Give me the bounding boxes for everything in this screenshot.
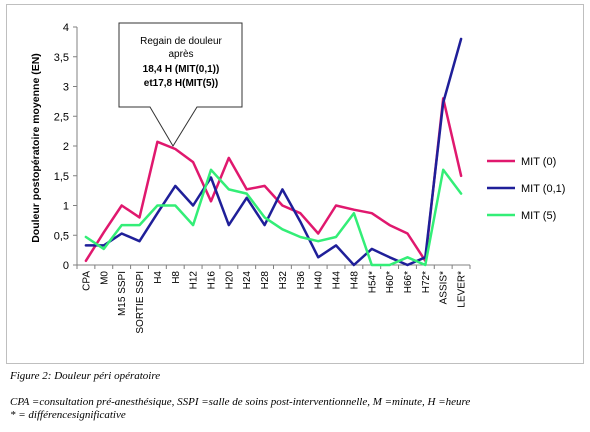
callout-box (118, 22, 243, 147)
figure-caption: Figure 2: Douleur péri opératoire (10, 370, 161, 382)
legend-label-2: MIT (0,1) (521, 183, 565, 195)
x-tick-label: LEVER* (457, 271, 468, 308)
x-tick-label: M0 (99, 271, 110, 285)
x-tick-label: H40 (314, 271, 325, 290)
series-lines (84, 37, 463, 267)
y-tick-label: 1,5 (54, 171, 69, 183)
x-tick-label: CPA (81, 271, 92, 291)
x-tick-label: H28 (260, 271, 271, 290)
callout-line-1: Regain de douleur (140, 36, 222, 47)
y-tick-label: 1 (63, 201, 69, 213)
x-tick-label: H44 (332, 271, 343, 290)
callout-line-4: et17,8 H(MIT(5)) (144, 78, 218, 89)
callout-annotation: Regain de douleur après 18,4 H (MIT(0,1)… (118, 22, 243, 147)
x-tick-labels: CPA M0 M15 SSPI SORTIE SSPI H4 H8 H12 H16 H20 H24… (81, 271, 467, 334)
x-tick-label: H48 (349, 271, 360, 290)
abbreviation-note: CPA =consultation pré-anesthésique, SSPI… (10, 396, 471, 408)
x-tick-label: H4 (153, 271, 164, 284)
y-tick-label: 0,5 (54, 230, 69, 242)
y-tick-label: 2,5 (54, 111, 69, 123)
y-tick-label: 2 (63, 141, 69, 153)
callout-line-2: après (168, 49, 193, 60)
x-tick-label: M15 SSPI (117, 271, 128, 316)
series-line-1 (84, 97, 463, 263)
x-tick-label: H66* (403, 271, 414, 293)
x-tick-label: H60* (385, 271, 396, 293)
x-tick-label: H54* (367, 271, 378, 293)
series-line-3 (84, 168, 463, 267)
y-tick-label: 4 (63, 22, 69, 34)
x-tick-label: SORTIE SSPI (135, 271, 146, 334)
x-tick-label: H8 (171, 271, 182, 284)
x-tick-label: ASSIS* (439, 271, 450, 304)
x-tick-label: H32 (278, 271, 289, 290)
y-axis-label: Douleur postopératoire moyenne (EN) (30, 53, 42, 243)
callout-line-3: 18,4 H (MIT(0,1)) (143, 64, 220, 75)
legend: MIT (0) MIT (0,1) MIT (5) (487, 156, 565, 222)
legend-label-1: MIT (0) (521, 156, 556, 168)
x-tick-label: H24 (242, 271, 253, 290)
x-tick-label: H72* (421, 271, 432, 293)
x-tick-label: H12 (189, 271, 200, 290)
significance-note: * = différencesignificative (10, 409, 126, 421)
x-tick-label: H16 (206, 271, 217, 290)
y-tick-label: 3,5 (54, 52, 69, 64)
legend-label-3: MIT (5) (521, 210, 556, 222)
x-tick-label: H36 (296, 271, 307, 290)
y-tick-labels: 0 0,5 1 1,5 2 2,5 3 3,5 4 (54, 22, 69, 272)
line-chart: Regain de douleur après 18,4 H (MIT(0,1)… (30, 22, 565, 334)
y-tick-label: 0 (63, 260, 69, 272)
y-tick-label: 3 (63, 82, 69, 94)
chart-frame: Regain de douleur après 18,4 H (MIT(0,1)… (6, 4, 584, 364)
x-tick-label: H20 (224, 271, 235, 290)
